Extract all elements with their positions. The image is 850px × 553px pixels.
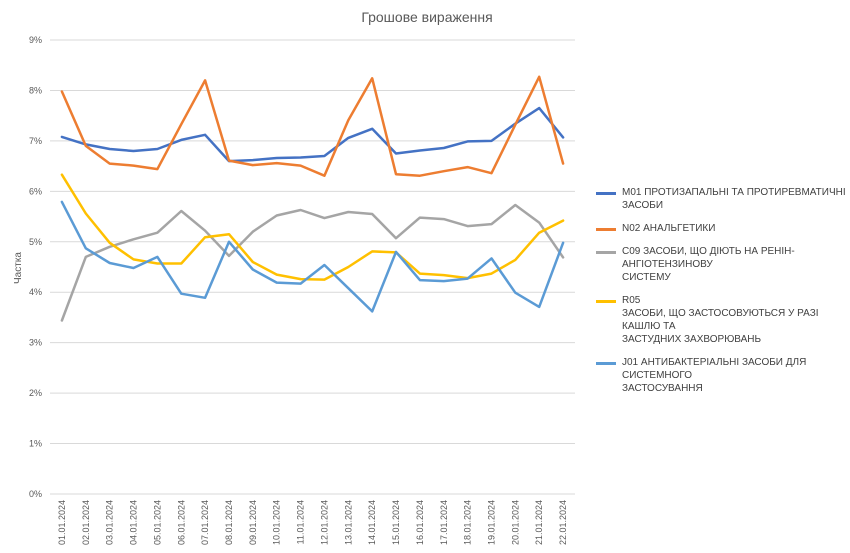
x-tick-label: 17.01.2024 <box>439 500 449 545</box>
x-tick-label: 16.01.2024 <box>415 500 425 545</box>
x-tick-label: 20.01.2024 <box>510 500 520 545</box>
y-tick-label: 2% <box>29 388 42 398</box>
chart-title: Грошове вираження <box>361 9 492 25</box>
x-tick-label: 06.01.2024 <box>176 500 186 545</box>
legend-label: C09 ЗАСОБИ, ЩО ДІЮТЬ НА РЕНІН-АНГІОТЕНЗИ… <box>622 246 795 283</box>
x-tick-label: 12.01.2024 <box>319 500 329 545</box>
grid-lines <box>50 39 575 495</box>
x-axis-ticks: 01.01.2024 02.01.2024 03.01.2024 04.01.2024… <box>57 500 568 545</box>
y-axis-ticks: 0% 1% 2% 3% 4% 5% 6% 7% 8% 9% <box>29 35 42 499</box>
legend-swatch <box>596 362 616 365</box>
y-tick-label: 3% <box>29 338 42 348</box>
y-tick-label: 9% <box>29 35 42 45</box>
x-tick-label: 13.01.2024 <box>343 500 353 545</box>
x-tick-label: 11.01.2024 <box>296 500 306 544</box>
x-tick-label: 08.01.2024 <box>224 500 234 545</box>
legend-item: N02 АНАЛЬГЕТИКИ <box>596 222 846 235</box>
legend-item: R05 ЗАСОБИ, ЩО ЗАСТОСОВУЮТЬСЯ У РАЗІ КАШ… <box>596 294 846 346</box>
x-tick-label: 07.01.2024 <box>200 500 210 545</box>
legend-swatch <box>596 228 616 231</box>
series-line-4 <box>60 173 565 281</box>
y-axis-label: Частка <box>13 252 24 284</box>
x-tick-label: 03.01.2024 <box>105 500 115 545</box>
legend-swatch <box>596 251 616 254</box>
x-tick-label: 22.01.2024 <box>558 500 568 545</box>
y-tick-label: 5% <box>29 237 42 247</box>
x-tick-label: 09.01.2024 <box>248 500 258 545</box>
y-tick-label: 7% <box>29 136 42 146</box>
x-tick-label: 05.01.2024 <box>152 500 162 545</box>
y-tick-label: 8% <box>29 85 42 95</box>
x-tick-label: 21.01.2024 <box>534 500 544 545</box>
y-tick-label: 0% <box>29 489 42 499</box>
series-lines <box>60 75 565 322</box>
series-line-5 <box>60 200 565 313</box>
legend-label: N02 АНАЛЬГЕТИКИ <box>622 223 716 234</box>
x-tick-label: 04.01.2024 <box>129 500 139 545</box>
chart-legend: M01 ПРОТИЗАПАЛЬНІ ТА ПРОТИРЕВМАТИЧНІ ЗАС… <box>596 186 846 405</box>
legend-swatch <box>596 192 616 195</box>
legend-label: M01 ПРОТИЗАПАЛЬНІ ТА ПРОТИРЕВМАТИЧНІ ЗАС… <box>622 187 846 211</box>
x-tick-label: 15.01.2024 <box>391 500 401 545</box>
x-tick-label: 14.01.2024 <box>367 500 377 545</box>
series-line-1 <box>60 106 565 163</box>
x-tick-label: 02.01.2024 <box>81 500 91 545</box>
legend-item: M01 ПРОТИЗАПАЛЬНІ ТА ПРОТИРЕВМАТИЧНІ ЗАС… <box>596 186 846 212</box>
y-tick-label: 1% <box>29 439 42 449</box>
y-tick-label: 4% <box>29 287 42 297</box>
legend-item: C09 ЗАСОБИ, ЩО ДІЮТЬ НА РЕНІН-АНГІОТЕНЗИ… <box>596 245 846 284</box>
y-tick-label: 6% <box>29 186 42 196</box>
x-tick-label: 10.01.2024 <box>272 500 282 545</box>
x-tick-label: 18.01.2024 <box>463 500 473 545</box>
x-tick-label: 19.01.2024 <box>486 500 496 545</box>
legend-label: R05 ЗАСОБИ, ЩО ЗАСТОСОВУЮТЬСЯ У РАЗІ КАШ… <box>622 295 819 345</box>
legend-label: J01 АНТИБАКТЕРІАЛЬНІ ЗАСОБИ ДЛЯ СИСТЕМНО… <box>622 357 807 394</box>
legend-swatch <box>596 300 616 303</box>
series-line-2 <box>60 75 565 177</box>
series-line-3 <box>60 203 565 322</box>
legend-item: J01 АНТИБАКТЕРІАЛЬНІ ЗАСОБИ ДЛЯ СИСТЕМНО… <box>596 356 846 395</box>
x-tick-label: 01.01.2024 <box>57 500 67 545</box>
